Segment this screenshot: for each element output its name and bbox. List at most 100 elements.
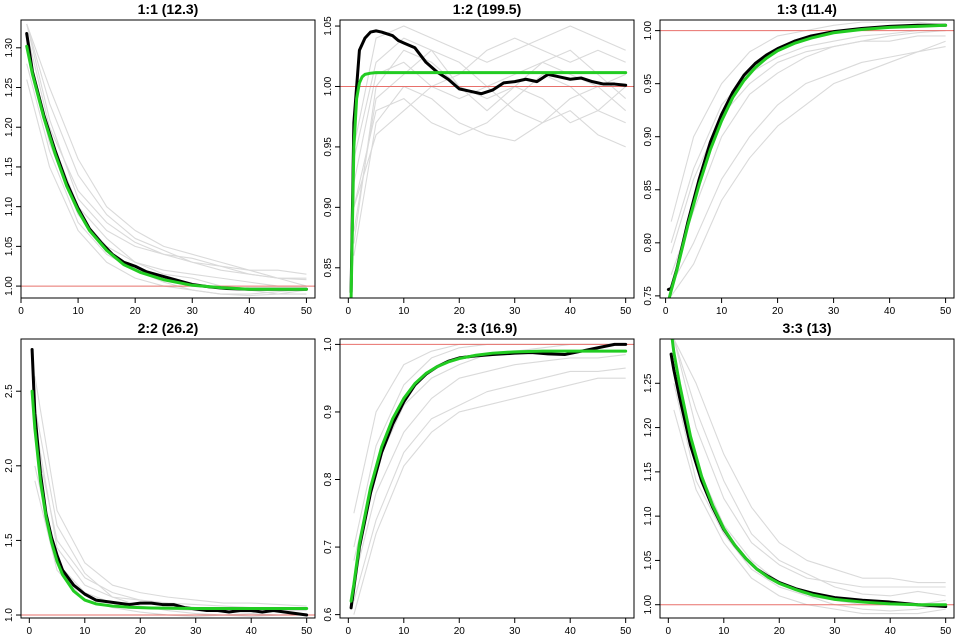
x-tick-label: 50 <box>620 306 632 317</box>
fitted-line <box>349 349 628 603</box>
y-tick-label: 1.00 <box>643 595 654 615</box>
y-tick-label: 0.85 <box>643 180 654 200</box>
x-tick-label: 20 <box>454 626 466 637</box>
y-tick-label: 1.30 <box>4 38 15 58</box>
y-tick-label: 0.8 <box>323 472 334 486</box>
x-tick-label: 10 <box>398 306 410 317</box>
replicate-line-6 <box>34 406 307 618</box>
replicate-line-4 <box>353 353 626 581</box>
panel-title: 1:1 (12.3) <box>138 1 199 17</box>
y-tick-label: 2.5 <box>4 384 15 398</box>
x-tick-label: 20 <box>454 306 466 317</box>
replicate-line-6 <box>670 30 946 275</box>
replicate-line-3 <box>34 376 307 607</box>
y-tick-label: 0.75 <box>643 286 654 306</box>
y-tick-label: 1.15 <box>4 157 15 177</box>
replicate-line-7 <box>26 31 307 287</box>
fitted-line <box>25 44 308 291</box>
y-tick-label: 1.00 <box>4 276 15 296</box>
x-tick-label: 40 <box>565 306 577 317</box>
plot-area <box>21 23 315 297</box>
plot-area <box>660 339 954 615</box>
y-tick-label: 0.90 <box>643 127 654 147</box>
replicate-line-2 <box>353 367 626 602</box>
x-tick-label: 30 <box>187 306 199 317</box>
replicate-line-4 <box>26 47 307 295</box>
fitted-line <box>667 23 948 298</box>
fitted-line <box>670 339 948 607</box>
x-tick-label: 0 <box>18 306 24 317</box>
plot-frame <box>20 338 316 619</box>
replicate-line-5 <box>26 23 307 275</box>
y-tick-label: 0.95 <box>323 137 334 157</box>
x-tick-label: 20 <box>772 306 784 317</box>
panel-4: 2:2 (26.2) 0 10 20 30 40 50 1.0 1.5 2.0 2.5 <box>4 320 316 637</box>
y-tick-label: 1.05 <box>323 16 334 36</box>
panel-6: 3:3 (13) 0 10 20 30 40 50 1.00 1.05 1.10 1.15 1.20 1… <box>643 320 955 637</box>
x-tick-label: 20 <box>774 626 786 637</box>
replicate-line-2 <box>670 45 946 286</box>
y-tick-label: 0.85 <box>323 258 334 278</box>
y-tick-label: 1.05 <box>643 550 654 570</box>
y-tick-label: 0.9 <box>323 405 334 419</box>
replicate-line-5 <box>353 377 626 615</box>
y-tick-label: 1.0 <box>4 608 15 622</box>
fitted-line <box>349 71 628 298</box>
plot-area <box>21 347 315 618</box>
x-tick-label: 10 <box>716 306 728 317</box>
y-tick-label: 0.95 <box>643 73 654 93</box>
x-tick-label: 0 <box>27 626 33 637</box>
x-tick-label: 50 <box>620 626 632 637</box>
plot-area <box>660 21 954 298</box>
plot-area <box>340 342 634 615</box>
y-tick-label: 1.00 <box>643 20 654 40</box>
y-tick-label: 0.6 <box>323 607 334 621</box>
plot-frame <box>339 19 635 299</box>
y-tick-label: 1.5 <box>4 533 15 547</box>
plot-frame <box>20 19 316 299</box>
x-tick-label: 10 <box>79 626 91 637</box>
x-tick-label: 0 <box>663 306 669 317</box>
panel-5: 2:3 (16.9) 0 10 20 30 40 50 0.6 0.7 0.8 0.9 1.0 <box>323 320 635 637</box>
y-tick-label: 1.25 <box>643 373 654 393</box>
x-tick-label: 40 <box>885 626 897 637</box>
observed-line <box>30 347 309 617</box>
replicate-line-7 <box>353 37 627 160</box>
replicate-line-3 <box>673 339 946 584</box>
panel-title: 2:2 (26.2) <box>138 320 199 336</box>
y-tick-label: 1.05 <box>4 236 15 256</box>
y-tick-label: 1.00 <box>323 76 334 96</box>
replicate-line-2 <box>26 63 307 297</box>
y-tick-label: 1.0 <box>323 337 334 351</box>
replicate-line-3 <box>26 23 307 279</box>
y-tick-label: 0.7 <box>323 540 334 554</box>
y-tick-label: 1.10 <box>4 196 15 216</box>
x-tick-label: 0 <box>346 306 352 317</box>
replicate-line-6 <box>673 383 946 612</box>
x-tick-label: 0 <box>346 626 352 637</box>
x-tick-label: 10 <box>398 626 410 637</box>
plot-area <box>340 25 634 298</box>
panel-title: 3:3 (13) <box>782 320 831 336</box>
x-tick-label: 30 <box>190 626 202 637</box>
x-tick-label: 50 <box>940 306 952 317</box>
x-tick-label: 50 <box>940 626 952 637</box>
x-tick-label: 50 <box>301 306 313 317</box>
x-tick-label: 50 <box>301 626 313 637</box>
x-tick-label: 10 <box>73 306 85 317</box>
panel-1: 1:1 (12.3) 0 10 20 30 40 50 1.00 1.05 1.10 1.15 1.2… <box>4 1 316 317</box>
y-tick-label: 0.80 <box>643 233 654 253</box>
observed-line <box>349 29 628 294</box>
x-tick-label: 40 <box>565 626 577 637</box>
plot-frame <box>339 338 635 619</box>
x-tick-label: 30 <box>829 626 841 637</box>
replicate-line-3 <box>353 25 626 148</box>
x-tick-label: 20 <box>135 626 147 637</box>
panel-title: 2:3 (16.9) <box>457 320 518 336</box>
panel-title: 1:2 (199.5) <box>453 1 521 17</box>
y-tick-label: 1.25 <box>4 77 15 97</box>
x-tick-label: 30 <box>509 626 521 637</box>
plot-frame <box>659 19 955 299</box>
